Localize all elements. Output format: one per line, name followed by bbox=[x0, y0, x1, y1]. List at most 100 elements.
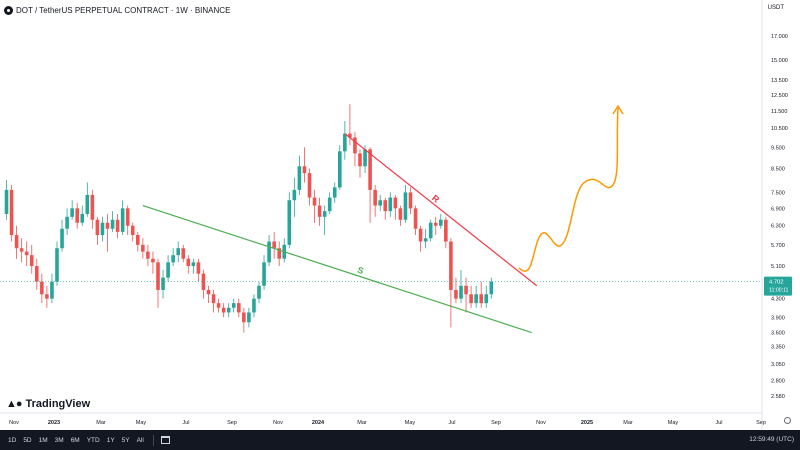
candle-body bbox=[176, 248, 180, 256]
time-tick-label: May bbox=[668, 420, 679, 426]
currency-label: USDT bbox=[767, 5, 784, 11]
price-tick-label: 5.700 bbox=[771, 243, 785, 249]
tradingview-logo[interactable]: ▲● TradingView bbox=[6, 398, 90, 410]
utc-clock[interactable]: 12:59:49 (UTC) bbox=[749, 436, 794, 443]
candle-body bbox=[191, 262, 196, 267]
candle-body bbox=[100, 222, 105, 236]
support-line-label: S bbox=[356, 265, 365, 276]
resistance-trendline bbox=[344, 133, 538, 287]
projection-path bbox=[518, 107, 619, 272]
candle-body bbox=[125, 208, 130, 226]
candle-body bbox=[95, 219, 100, 236]
candle-body bbox=[358, 153, 362, 167]
candle-body bbox=[363, 149, 367, 167]
candle-body bbox=[231, 303, 236, 308]
time-tick-label: Jul bbox=[182, 420, 189, 426]
candle-body bbox=[332, 187, 337, 198]
candle-body bbox=[464, 285, 468, 295]
range-5d-button[interactable]: 5D bbox=[23, 436, 32, 444]
time-tick-label: May bbox=[405, 420, 416, 426]
candle-body bbox=[161, 277, 165, 290]
candle-body bbox=[35, 266, 39, 282]
candle-body bbox=[115, 219, 120, 232]
time-tick-label: Jul bbox=[715, 420, 722, 426]
candle-body bbox=[130, 225, 135, 236]
price-tick-label: 12.500 bbox=[771, 93, 788, 99]
time-tick-label: May bbox=[136, 420, 147, 426]
candle-body bbox=[110, 219, 115, 229]
candle-countdown: 11:00:11 bbox=[769, 288, 789, 294]
candle-body bbox=[211, 294, 216, 304]
polkadot-logo-icon bbox=[4, 5, 13, 15]
candle-body bbox=[479, 294, 483, 304]
range-3m-button[interactable]: 3M bbox=[54, 436, 64, 444]
time-tick-label: Jul bbox=[448, 420, 455, 426]
symbol-header[interactable]: DOT / TetherUS PERPETUAL CONTRACT · 1W ·… bbox=[4, 3, 230, 17]
candle-body bbox=[428, 222, 433, 239]
candle-body bbox=[50, 281, 54, 299]
price-tick-label: 9.500 bbox=[771, 145, 785, 151]
candle-body bbox=[166, 262, 170, 278]
price-tick-label: 13.500 bbox=[771, 78, 788, 84]
range-1y-button[interactable]: 1Y bbox=[106, 436, 115, 444]
candle-body bbox=[272, 241, 276, 249]
candle-body bbox=[267, 241, 271, 263]
candle-body bbox=[489, 281, 494, 295]
calendar-icon[interactable] bbox=[160, 436, 170, 444]
candle-body bbox=[181, 248, 186, 259]
candle-body bbox=[459, 285, 463, 299]
candle-body bbox=[120, 208, 125, 232]
range-ytd-button[interactable]: YTD bbox=[86, 436, 100, 444]
time-tick-label: 2023 bbox=[48, 420, 60, 426]
candle-body bbox=[292, 189, 297, 201]
range-1m-button[interactable]: 1M bbox=[38, 436, 48, 444]
candle-body bbox=[454, 289, 458, 299]
time-tick-label: Nov bbox=[536, 420, 546, 426]
candle-body bbox=[237, 303, 241, 313]
symbol-title: DOT / TetherUS PERPETUAL CONTRACT · 1W ·… bbox=[16, 5, 231, 15]
resistance-line-label: R bbox=[430, 193, 442, 205]
price-tick-label: 2.580 bbox=[771, 394, 785, 400]
projection-arrow-icon bbox=[612, 104, 624, 115]
bottom-toolbar: 1D 5D 1M 3M 6M YTD 1Y 5Y All 12:59:49 (U… bbox=[0, 430, 800, 450]
candle-body bbox=[327, 197, 332, 212]
price-tick-label: 4.300 bbox=[771, 297, 785, 303]
range-1d-button[interactable]: 1D bbox=[8, 436, 17, 444]
candle-body bbox=[317, 205, 322, 217]
candle-body bbox=[423, 238, 428, 242]
range-5y-button[interactable]: 5Y bbox=[121, 436, 130, 444]
price-tick-label: 3.350 bbox=[771, 344, 785, 350]
candle-body bbox=[19, 248, 24, 252]
candle-body bbox=[277, 248, 281, 259]
candle-body bbox=[449, 241, 453, 290]
candle-body bbox=[312, 197, 317, 206]
candle-body bbox=[186, 258, 191, 267]
toolbar-divider bbox=[152, 434, 154, 446]
current-price-badge bbox=[764, 276, 792, 296]
candle-body bbox=[393, 197, 398, 209]
current-price-value: 4.702 bbox=[769, 280, 784, 286]
candle-body bbox=[105, 222, 110, 229]
time-tick-label: 2025 bbox=[581, 420, 593, 426]
candle-body bbox=[307, 173, 312, 198]
price-tick-label: 6.300 bbox=[771, 224, 785, 230]
candle-body bbox=[146, 251, 150, 259]
candle-body bbox=[433, 222, 438, 226]
settings-gear-icon[interactable] bbox=[784, 417, 791, 424]
candle-body bbox=[70, 208, 74, 217]
candle-body bbox=[297, 166, 302, 190]
range-6m-button[interactable]: 6M bbox=[70, 436, 80, 444]
time-tick-label: Sep bbox=[756, 420, 766, 426]
range-all-button[interactable]: All bbox=[136, 436, 144, 444]
tradingview-mark-icon: ▲● bbox=[6, 398, 23, 410]
price-tick-label: 3.050 bbox=[771, 362, 785, 368]
candle-body bbox=[287, 200, 292, 245]
candle-body bbox=[348, 133, 352, 138]
candle-body bbox=[378, 200, 382, 206]
tradingview-wordmark: TradingView bbox=[25, 398, 91, 410]
price-tick-label: 3.600 bbox=[771, 331, 785, 337]
candle-body bbox=[302, 166, 307, 174]
candle-body bbox=[343, 133, 347, 152]
candle-body bbox=[65, 216, 69, 229]
